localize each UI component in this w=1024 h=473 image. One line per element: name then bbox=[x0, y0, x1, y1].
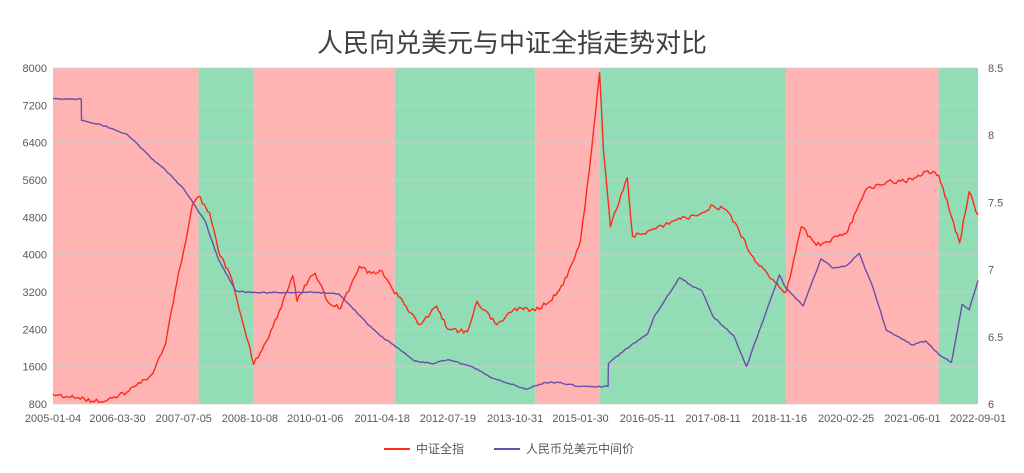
x-tick-label: 2010-01-06 bbox=[287, 413, 343, 425]
shaded-period-6 bbox=[600, 68, 787, 404]
left-tick-label: 8000 bbox=[23, 63, 47, 75]
right-tick-label: 6.5 bbox=[988, 332, 1003, 344]
shaded-period-5 bbox=[535, 68, 601, 404]
right-tick-label: 8 bbox=[988, 130, 994, 142]
shaded-period-7 bbox=[786, 68, 939, 404]
x-tick-label: 2017-08-11 bbox=[685, 413, 740, 425]
left-tick-label: 3200 bbox=[23, 287, 47, 299]
legend: 中证全指 人民币兑美元中间价 bbox=[384, 441, 634, 456]
left-tick-label: 1600 bbox=[23, 362, 47, 374]
x-tick-label: 2005-01-04 bbox=[25, 413, 81, 425]
series-layer bbox=[52, 71, 979, 403]
x-tick-label: 2011-04-18 bbox=[354, 413, 409, 425]
x-tick-label: 2012-07-19 bbox=[420, 413, 476, 425]
left-tick-label: 800 bbox=[29, 399, 47, 411]
x-tick-label: 2020-02-25 bbox=[818, 413, 874, 425]
shaded-periods bbox=[53, 68, 978, 404]
left-axis-ticks: 800 1600 2400 3200 4000 4800 5600 6400 7200 8000 bbox=[23, 63, 47, 411]
left-tick-label: 7200 bbox=[23, 100, 47, 112]
x-tick-label: 2008-10-08 bbox=[222, 413, 278, 425]
x-tick-label: 2006-03-30 bbox=[89, 413, 145, 425]
gridlines bbox=[53, 67, 978, 405]
left-tick-label: 6400 bbox=[23, 138, 47, 150]
right-tick-label: 6 bbox=[988, 399, 994, 411]
legend-label-cny: 人民币兑美元中间价 bbox=[526, 441, 634, 456]
shaded-period-1 bbox=[53, 68, 199, 404]
shaded-period-4 bbox=[394, 68, 536, 404]
shaded-period-3 bbox=[253, 68, 395, 404]
left-tick-label: 4800 bbox=[23, 212, 47, 224]
legend-label-csi: 中证全指 bbox=[416, 441, 464, 456]
chart-title: 人民向兑美元与中证全指走势对比 bbox=[317, 29, 707, 59]
x-tick-label: 2013-10-31 bbox=[487, 413, 543, 425]
right-axis-ticks: 6 6.5 7 7.5 8 8.5 bbox=[988, 63, 1003, 411]
x-tick-label: 2007-07-05 bbox=[156, 413, 212, 425]
left-tick-label: 2400 bbox=[23, 324, 47, 336]
right-tick-label: 8.5 bbox=[988, 63, 1003, 75]
right-tick-label: 7.5 bbox=[988, 197, 1003, 209]
series-line-csi bbox=[52, 71, 979, 403]
x-tick-label: 2022-09-01 bbox=[950, 413, 1006, 425]
left-tick-label: 5600 bbox=[23, 175, 47, 187]
series-line-cny bbox=[52, 97, 979, 390]
x-axis-ticks: 2005-01-04 2006-03-30 2007-07-05 2008-10-08… bbox=[25, 413, 1006, 425]
x-tick-label: 2016-05-11 bbox=[620, 413, 675, 425]
shaded-period-2 bbox=[198, 68, 254, 404]
x-tick-label: 2018-11-16 bbox=[752, 413, 807, 425]
x-tick-label: 2015-01-30 bbox=[552, 413, 608, 425]
right-tick-label: 7 bbox=[988, 265, 994, 277]
x-tick-label: 2021-06-01 bbox=[884, 413, 940, 425]
left-tick-label: 4000 bbox=[23, 250, 47, 262]
